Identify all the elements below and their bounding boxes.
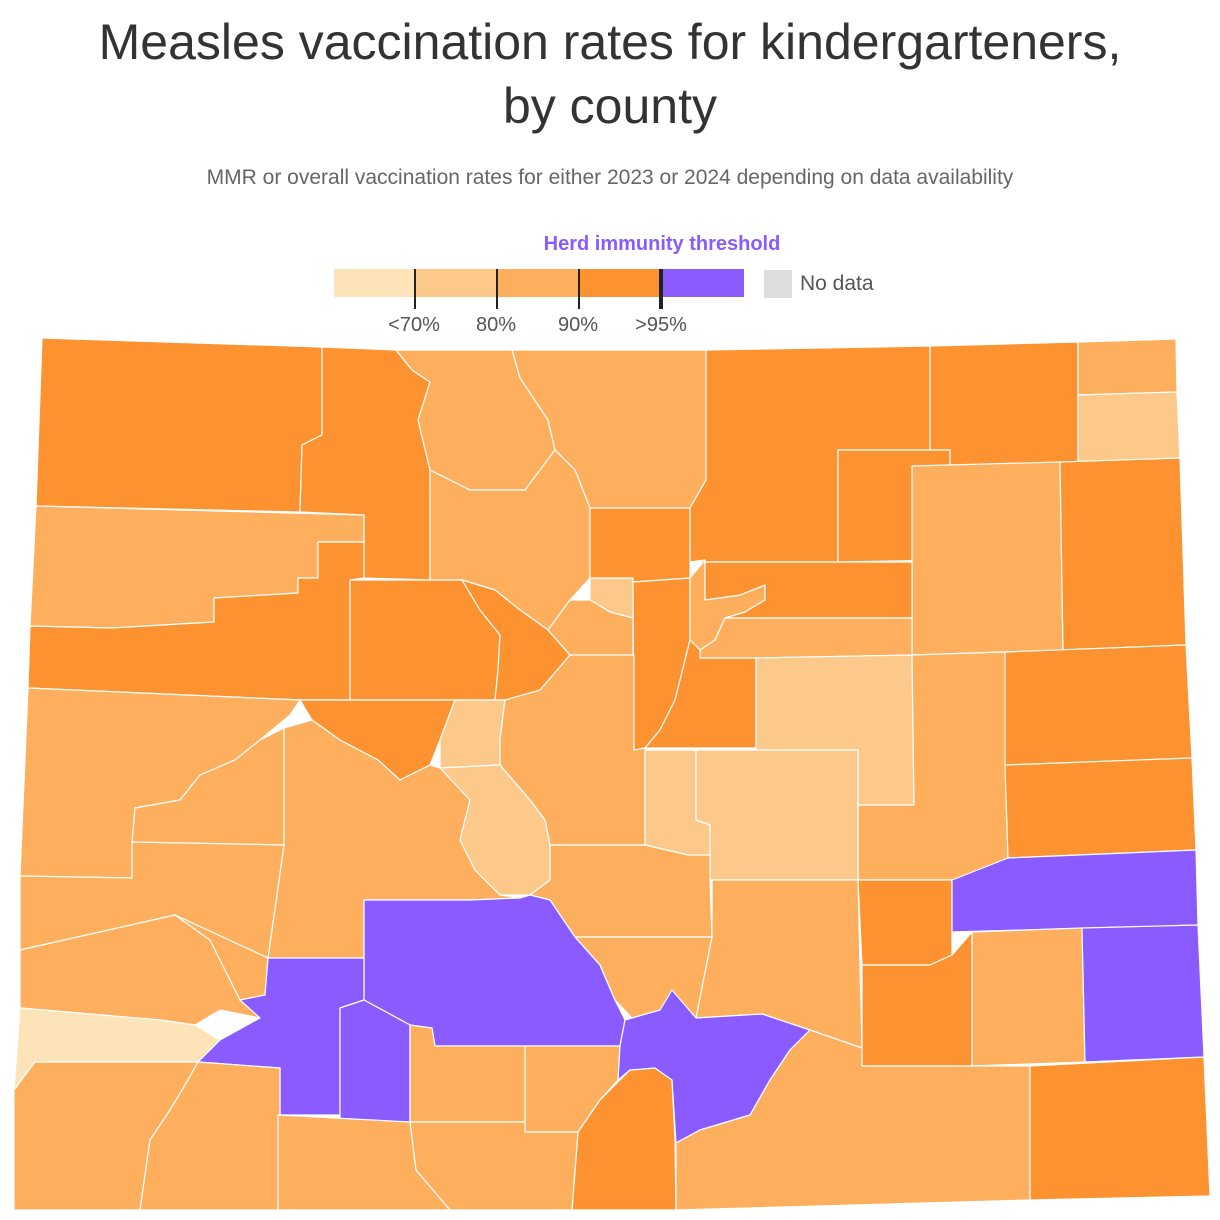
herd-immunity-threshold-label: Herd immunity threshold — [543, 233, 781, 255]
county-arapahoe — [699, 617, 913, 659]
legend-tick-label: 80% — [475, 314, 517, 336]
county-el-paso — [695, 749, 859, 881]
title-line-1: Measles vaccination rates for kindergart… — [98, 14, 1122, 70]
county-las-animas — [675, 1029, 1031, 1211]
no-data-label: No data — [800, 272, 874, 295]
legend-swatch-1 — [334, 269, 416, 297]
county-bent — [971, 927, 1086, 1067]
county-moffat — [35, 337, 323, 513]
legend-swatch-2 — [416, 269, 498, 297]
county-sedgwick — [1077, 338, 1178, 396]
county-logan — [929, 341, 1079, 467]
legend-tick-80 — [496, 269, 498, 309]
title-line-2: by county — [502, 78, 717, 134]
county-phillips — [1077, 391, 1181, 463]
county-la-plata — [139, 1061, 281, 1211]
county-boulder — [589, 507, 691, 583]
county-washington — [911, 461, 1064, 656]
legend: Herd immunity threshold <70% 80% 90% >95… — [0, 230, 1220, 340]
map-title: Measles vaccination rates for kindergart… — [0, 10, 1220, 138]
legend-swatch-3 — [498, 269, 580, 297]
legend-tick-label: 90% — [557, 314, 599, 336]
county-kiowa — [951, 849, 1199, 933]
legend-tick-70 — [414, 269, 416, 309]
county-kit-carson — [1004, 644, 1193, 766]
county-conejos — [409, 1121, 579, 1211]
legend-swatch-4 — [580, 269, 662, 297]
county-crowley — [857, 879, 953, 966]
county-adams — [689, 559, 913, 619]
no-data-swatch — [764, 270, 792, 298]
legend-tick-label: <70% — [388, 314, 440, 336]
legend-tick-95 — [659, 269, 663, 309]
county-yuma — [1059, 457, 1187, 651]
county-baca — [1029, 1056, 1211, 1201]
map-subtitle: MMR or overall vaccination rates for eit… — [206, 166, 1014, 189]
legend-tick-label: >95% — [635, 314, 687, 336]
legend-swatch-5 — [662, 269, 744, 297]
county-prowers — [1081, 924, 1205, 1063]
legend-tick-90 — [578, 269, 580, 309]
county-cheyenne — [1004, 757, 1197, 859]
